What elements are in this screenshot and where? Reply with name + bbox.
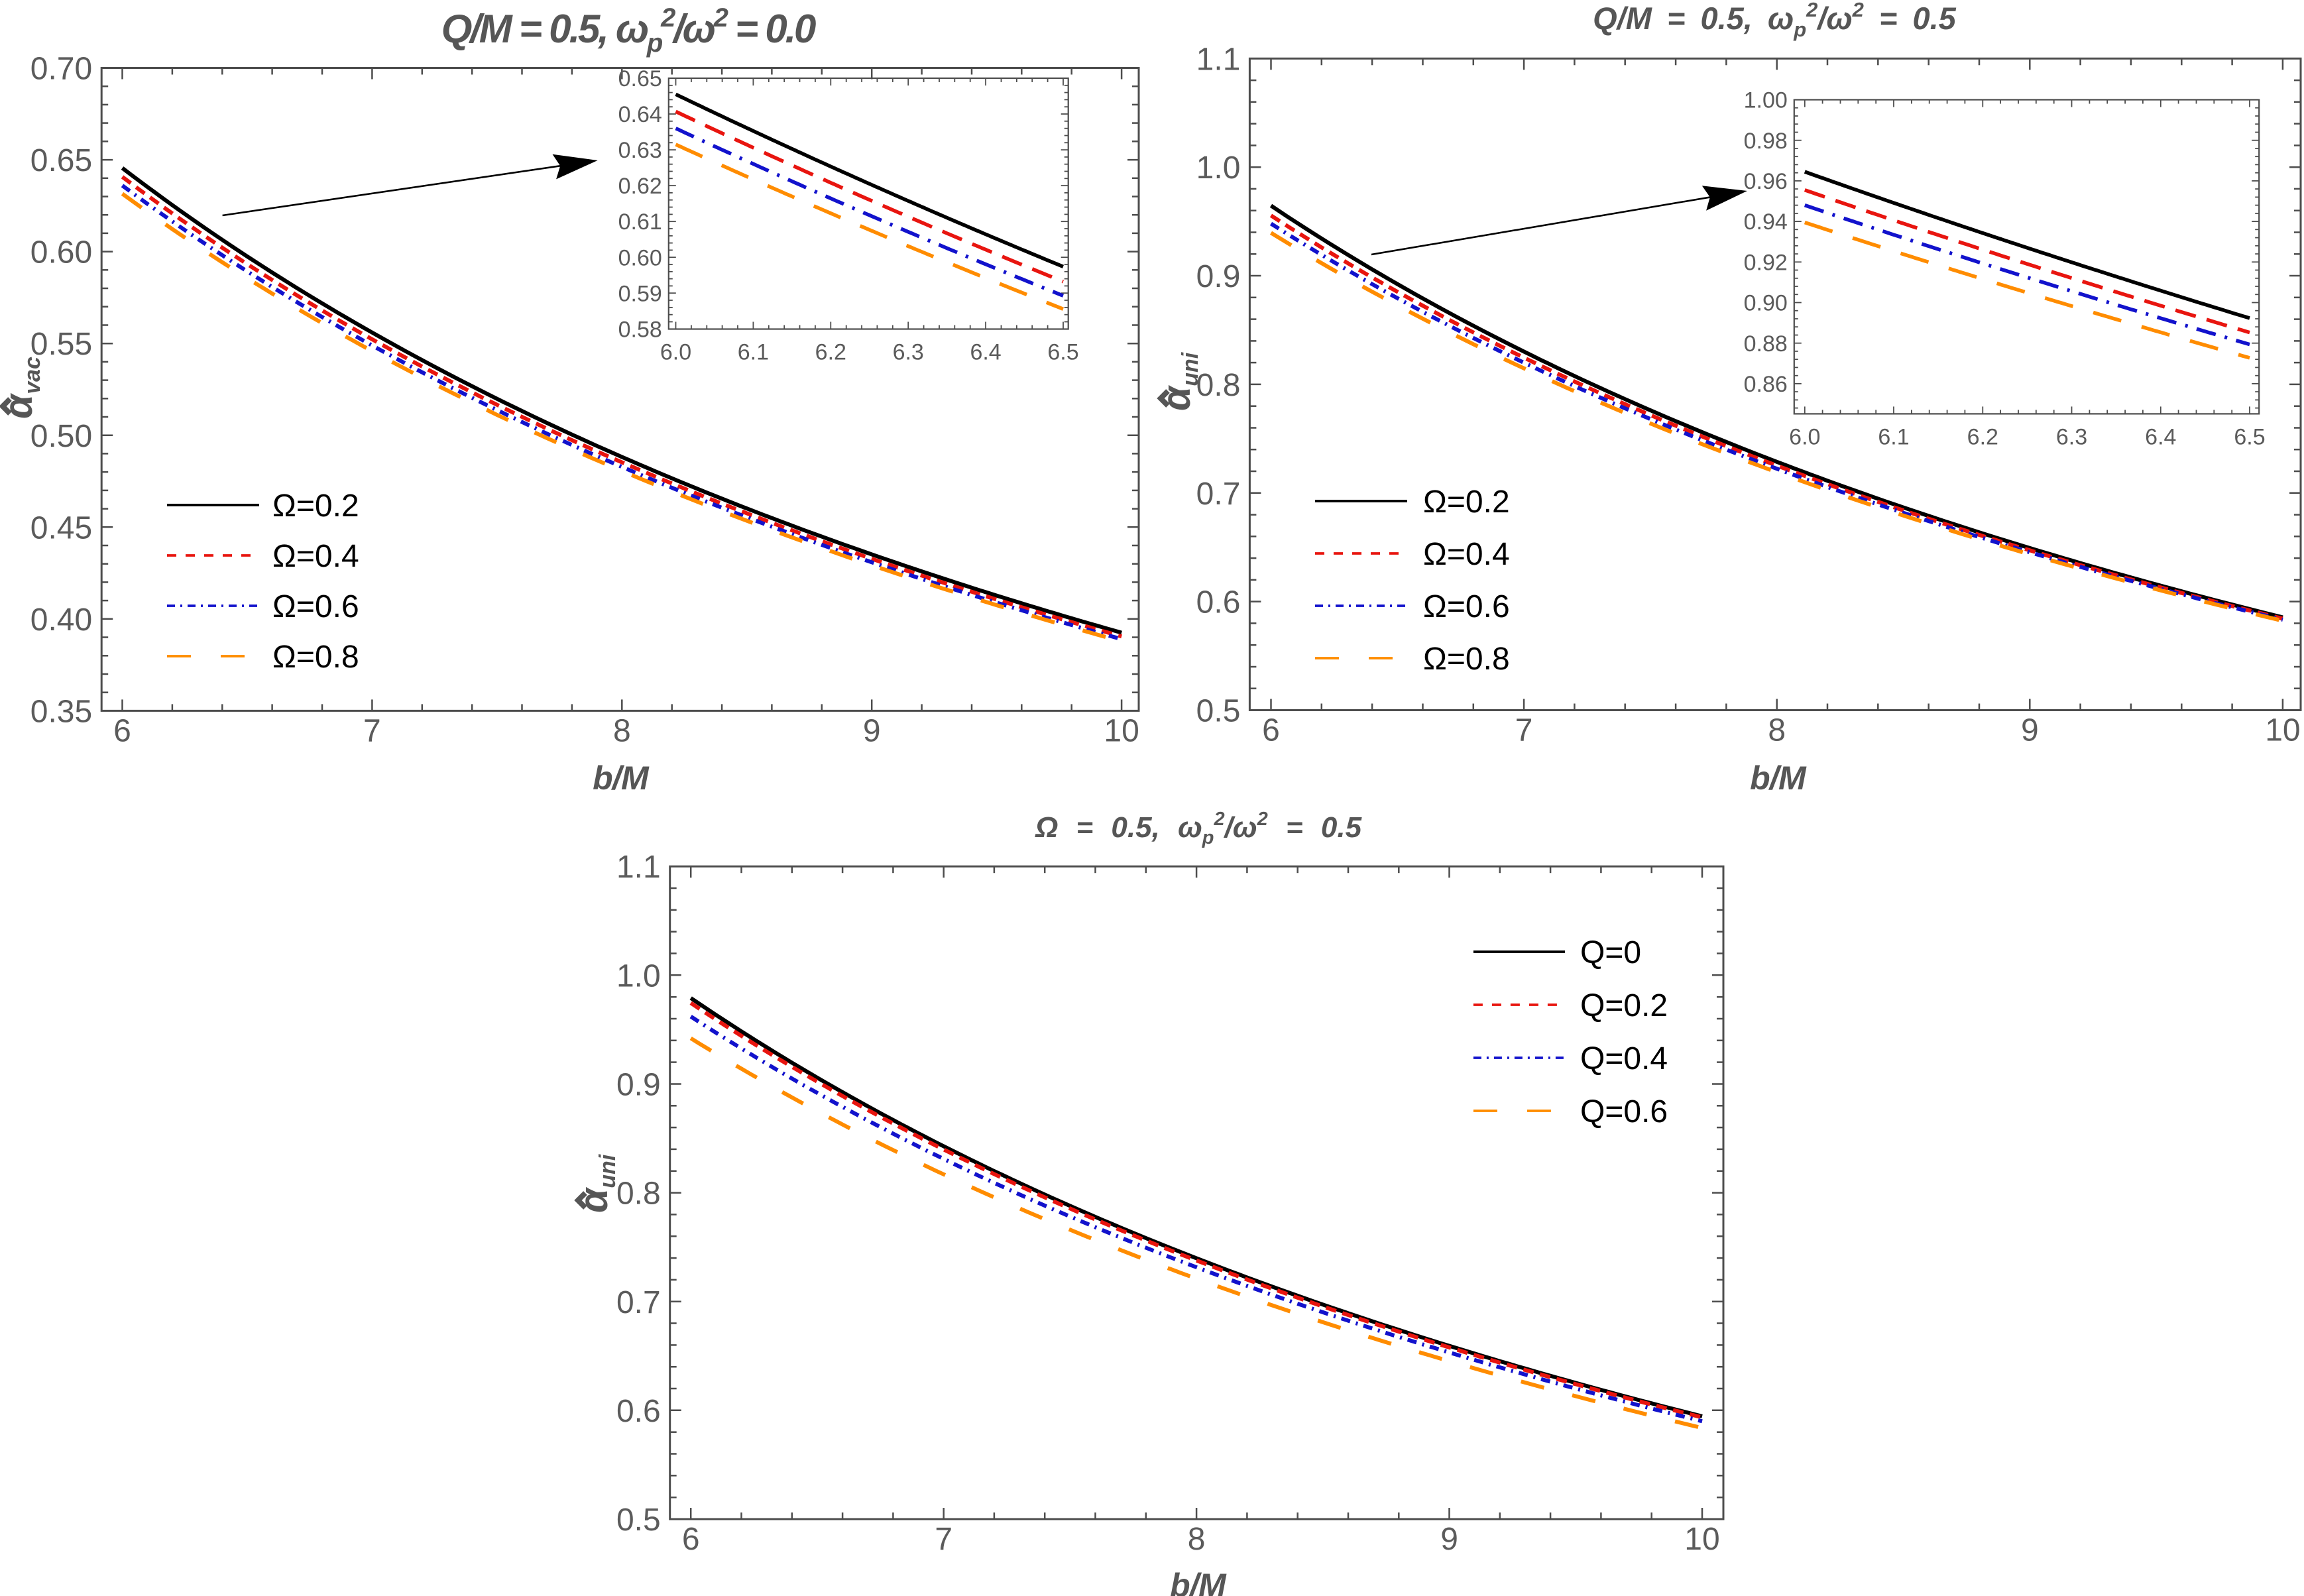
svg-text:Q=0.2: Q=0.2: [1580, 988, 1668, 1023]
svg-text:0.50: 0.50: [30, 419, 92, 454]
svg-text:0.62: 0.62: [618, 174, 662, 199]
svg-text:6.4: 6.4: [970, 340, 1001, 365]
svg-text:Ω=0.4: Ω=0.4: [272, 539, 359, 574]
svg-text:10: 10: [1104, 713, 1139, 748]
svg-text:0.58: 0.58: [618, 317, 662, 342]
svg-text:0.9: 0.9: [616, 1068, 661, 1103]
svg-text:6: 6: [1262, 713, 1280, 748]
svg-text:6.3: 6.3: [893, 340, 924, 365]
svg-text:8: 8: [613, 713, 631, 748]
svg-text:0.9: 0.9: [1196, 259, 1241, 294]
svg-text:7: 7: [363, 713, 381, 748]
svg-text:Q/M = 0.5, ωp2/ω2 = 0.0: Q/M = 0.5, ωp2/ω2 = 0.0: [441, 3, 816, 58]
svg-text:7: 7: [935, 1522, 952, 1557]
svg-text:Q/M = 0.5, ωp2/ω2 = 0.5: Q/M = 0.5, ωp2/ω2 = 0.5: [1593, 0, 1957, 41]
svg-text:Ω=0.2: Ω=0.2: [272, 488, 359, 524]
svg-text:1.0: 1.0: [1196, 150, 1241, 186]
svg-text:8: 8: [1768, 713, 1786, 748]
svg-text:6.1: 6.1: [738, 340, 769, 365]
svg-text:Q=0.4: Q=0.4: [1580, 1041, 1668, 1076]
svg-text:0.60: 0.60: [30, 235, 92, 270]
svg-text:0.59: 0.59: [618, 281, 662, 306]
svg-text:9: 9: [2021, 713, 2039, 748]
svg-text:0.7: 0.7: [616, 1285, 661, 1320]
svg-text:6.1: 6.1: [1878, 424, 1909, 449]
svg-text:6.3: 6.3: [2056, 424, 2087, 449]
svg-text:0.65: 0.65: [30, 143, 92, 178]
svg-text:0.96: 0.96: [1744, 169, 1788, 194]
svg-text:6.0: 6.0: [1789, 424, 1820, 449]
svg-text:1.1: 1.1: [616, 850, 661, 885]
svg-text:Ω = 0.5, ωp2/ω2 = 0.5: Ω = 0.5, ωp2/ω2 = 0.5: [1035, 809, 1362, 848]
svg-text:Ω=0.8: Ω=0.8: [1423, 642, 1510, 677]
svg-text:6.0: 6.0: [660, 340, 691, 365]
svg-text:Ω=0.4: Ω=0.4: [1423, 537, 1510, 572]
svg-text:b/M: b/M: [593, 760, 650, 797]
svg-text:0.8: 0.8: [616, 1176, 661, 1212]
svg-text:9: 9: [1440, 1522, 1458, 1557]
svg-text:0.63: 0.63: [618, 138, 662, 163]
svg-text:b/M: b/M: [1170, 1567, 1227, 1596]
svg-text:1.00: 1.00: [1744, 88, 1788, 113]
svg-text:0.61: 0.61: [618, 209, 662, 235]
svg-text:0.92: 0.92: [1744, 250, 1788, 275]
svg-text:0.8: 0.8: [1196, 368, 1241, 403]
svg-text:6: 6: [113, 713, 131, 748]
svg-text:0.88: 0.88: [1744, 331, 1788, 357]
svg-text:0.65: 0.65: [618, 66, 662, 91]
svg-text:Q=0: Q=0: [1580, 935, 1641, 970]
svg-text:Ω=0.2: Ω=0.2: [1423, 484, 1510, 520]
svg-text:10: 10: [1684, 1522, 1719, 1557]
svg-text:0.90: 0.90: [1744, 291, 1788, 316]
svg-text:9: 9: [863, 713, 881, 748]
svg-text:0.5: 0.5: [616, 1503, 661, 1538]
svg-text:0.86: 0.86: [1744, 372, 1788, 397]
svg-text:0.64: 0.64: [618, 102, 662, 127]
svg-text:8: 8: [1188, 1522, 1206, 1557]
svg-text:6.4: 6.4: [2145, 424, 2176, 449]
svg-text:6.2: 6.2: [815, 340, 846, 365]
svg-text:0.5: 0.5: [1196, 694, 1241, 729]
svg-text:1.0: 1.0: [616, 958, 661, 994]
svg-text:6.2: 6.2: [1967, 424, 1998, 449]
svg-text:0.6: 0.6: [616, 1394, 661, 1429]
svg-text:0.35: 0.35: [30, 694, 92, 729]
svg-text:Ω=0.6: Ω=0.6: [272, 589, 359, 624]
svg-text:7: 7: [1515, 713, 1533, 748]
svg-text:0.7: 0.7: [1196, 477, 1241, 512]
svg-text:Ω=0.8: Ω=0.8: [272, 640, 359, 675]
svg-text:0.94: 0.94: [1744, 209, 1788, 235]
svg-text:0.45: 0.45: [30, 510, 92, 545]
svg-text:0.6: 0.6: [1196, 585, 1241, 620]
svg-text:Q=0.6: Q=0.6: [1580, 1094, 1668, 1129]
svg-text:0.60: 0.60: [618, 245, 662, 270]
svg-text:1.1: 1.1: [1196, 42, 1241, 77]
svg-text:Ω=0.6: Ω=0.6: [1423, 589, 1510, 624]
svg-text:0.70: 0.70: [30, 52, 92, 87]
svg-text:0.40: 0.40: [30, 602, 92, 638]
svg-text:0.98: 0.98: [1744, 129, 1788, 154]
svg-text:b/M: b/M: [1750, 760, 1807, 797]
svg-text:6.5: 6.5: [1047, 340, 1078, 365]
svg-text:0.55: 0.55: [30, 327, 92, 362]
svg-text:10: 10: [2265, 713, 2300, 748]
svg-text:6.5: 6.5: [2234, 424, 2265, 449]
svg-text:6: 6: [682, 1522, 700, 1557]
